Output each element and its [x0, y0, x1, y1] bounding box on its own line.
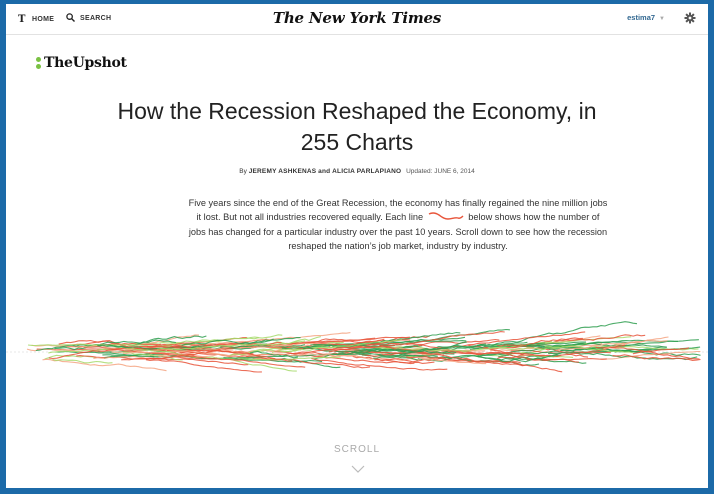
- byline: By JEREMY ASHKENAS and ALICIA PARLAPIANO…: [6, 168, 708, 175]
- chevron-down-icon[interactable]: [351, 460, 365, 478]
- industry-line: [93, 349, 234, 360]
- industry-line: [281, 346, 418, 361]
- industry-line: [328, 331, 505, 353]
- industry-line: [52, 359, 113, 364]
- home-label: HOME: [32, 15, 55, 23]
- chevron-down-icon: ▼: [659, 16, 665, 22]
- intro-paragraph: Five years since the end of the Great Re…: [188, 196, 608, 253]
- industry-line: [229, 339, 403, 356]
- industry-lines-chart: [6, 321, 708, 373]
- top-navigation-bar: T HOME SEARCH The New York Times estima7…: [6, 4, 708, 35]
- industry-line: [156, 340, 306, 351]
- industry-line: [366, 343, 527, 366]
- industry-line: [42, 358, 167, 372]
- industry-line: [102, 354, 155, 358]
- industry-line: [526, 358, 607, 361]
- industry-line: [172, 344, 306, 351]
- search-link[interactable]: SEARCH: [66, 13, 111, 24]
- industry-line: [544, 345, 633, 354]
- industry-line: [145, 359, 262, 373]
- intro-text-before: Five years since the end of the Great Re…: [188, 198, 608, 223]
- industry-line: [614, 346, 699, 351]
- upshot-brand[interactable]: TheUpshot: [36, 55, 127, 71]
- nyt-t-icon: T: [18, 13, 27, 25]
- article-title: How the Recession Reshaped the Economy, …: [117, 98, 597, 155]
- industry-line: [31, 344, 148, 353]
- updated-date: Updated: JUNE 6, 2014: [406, 168, 475, 175]
- industry-line: [497, 334, 646, 347]
- industry-line: [632, 347, 690, 355]
- industry-line: [489, 343, 603, 352]
- search-icon: [66, 13, 75, 24]
- industry-line: [127, 345, 232, 357]
- intro-text-after: below shows how the number of jobs has c…: [188, 212, 608, 252]
- scroll-label[interactable]: SCROLL: [333, 444, 380, 455]
- industry-line: [311, 357, 448, 371]
- industry-line: [58, 339, 215, 351]
- industry-line: [467, 344, 524, 356]
- industry-line: [122, 351, 183, 361]
- svg-text:T: T: [18, 14, 26, 23]
- gear-icon[interactable]: [684, 11, 696, 29]
- industry-line: [54, 350, 183, 357]
- industry-line: [228, 356, 341, 361]
- industry-line: [149, 352, 306, 368]
- industry-line: [477, 354, 558, 363]
- industry-line: [497, 344, 626, 360]
- industry-line: [422, 358, 487, 365]
- upshot-dots-icon: [36, 56, 41, 70]
- industry-line: [476, 321, 638, 346]
- industry-line: [332, 338, 385, 346]
- sample-line-icon: [428, 211, 464, 225]
- industry-line: [374, 358, 435, 364]
- industry-line: [406, 356, 563, 373]
- industry-line: [240, 337, 301, 345]
- industry-line: [124, 348, 297, 372]
- industry-line: [556, 336, 669, 351]
- username: estima7: [627, 13, 656, 22]
- home-link[interactable]: T HOME: [18, 13, 54, 25]
- author-2[interactable]: ALICIA PARLAPIANO: [332, 168, 402, 175]
- nyt-logo[interactable]: The New York Times: [272, 9, 442, 27]
- industry-line: [249, 350, 298, 359]
- industry-line: [26, 334, 200, 354]
- industry-line: [152, 346, 293, 362]
- industry-line: [190, 332, 351, 347]
- upshot-wordmark: TheUpshot: [44, 55, 127, 71]
- industry-line: [381, 343, 486, 352]
- industry-line: [231, 353, 360, 358]
- page: T HOME SEARCH The New York Times estima7…: [6, 4, 708, 488]
- user-menu[interactable]: estima7 ▼: [627, 13, 665, 22]
- industry-line: [603, 339, 668, 350]
- byline-and: and: [318, 168, 331, 175]
- author-1[interactable]: JEREMY ASHKENAS: [248, 168, 317, 175]
- industry-line: [279, 337, 376, 346]
- search-label: SEARCH: [80, 15, 112, 22]
- industry-line: [35, 339, 176, 352]
- industry-line: [223, 353, 372, 359]
- industry-line: [181, 338, 274, 346]
- industry-line: [146, 342, 271, 348]
- byline-prefix: By: [239, 168, 247, 175]
- industry-line: [612, 354, 701, 362]
- industry-line: [48, 343, 161, 360]
- industry-line: [600, 350, 701, 360]
